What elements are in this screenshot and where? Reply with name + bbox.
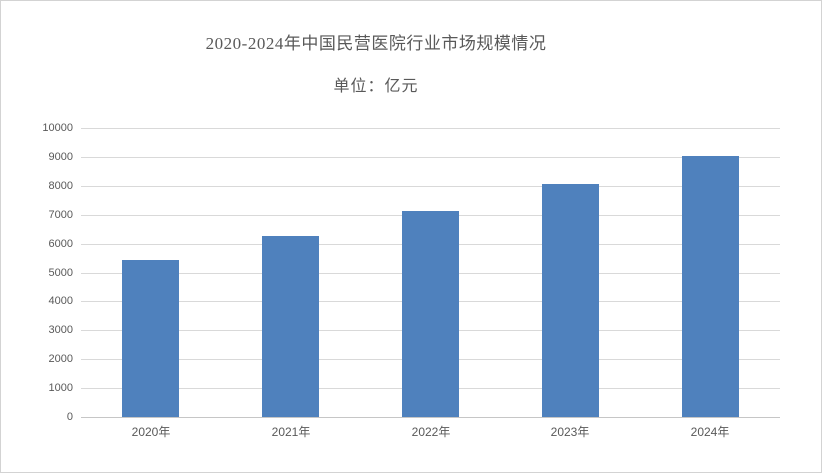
y-tick-label: 7000 (48, 209, 73, 221)
y-tick-label: 9000 (48, 151, 73, 163)
chart-unit-label: 单位：亿元 (333, 78, 419, 95)
bar-2022年 (402, 211, 459, 417)
y-tick-label: 8000 (48, 180, 73, 192)
y-tick-label: 5000 (48, 267, 73, 279)
y-tick-label: 10000 (42, 122, 73, 134)
bar-2021年 (262, 236, 319, 417)
gridline (81, 186, 780, 187)
bar-2023年 (542, 184, 599, 417)
x-tick-label: 2023年 (550, 425, 590, 439)
y-tick-label: 0 (66, 411, 73, 423)
gridline (81, 128, 780, 129)
chart-title: 2020-2024年中国民营医院行业市场规模情况 (205, 34, 547, 53)
y-tick-label: 6000 (48, 238, 73, 250)
x-tick-label: 2020年 (131, 425, 171, 439)
gridline (81, 157, 780, 158)
bar-2024年 (682, 156, 739, 417)
x-tick-label: 2024年 (690, 425, 730, 439)
x-tick-label: 2022年 (411, 425, 451, 439)
y-tick-label: 4000 (48, 295, 73, 307)
bar-2020年 (122, 260, 179, 417)
x-tick-label: 2021年 (271, 425, 311, 439)
y-tick-label: 3000 (48, 324, 73, 336)
x-axis-line (81, 417, 780, 418)
y-tick-label: 1000 (48, 382, 73, 394)
y-tick-label: 2000 (48, 353, 73, 365)
